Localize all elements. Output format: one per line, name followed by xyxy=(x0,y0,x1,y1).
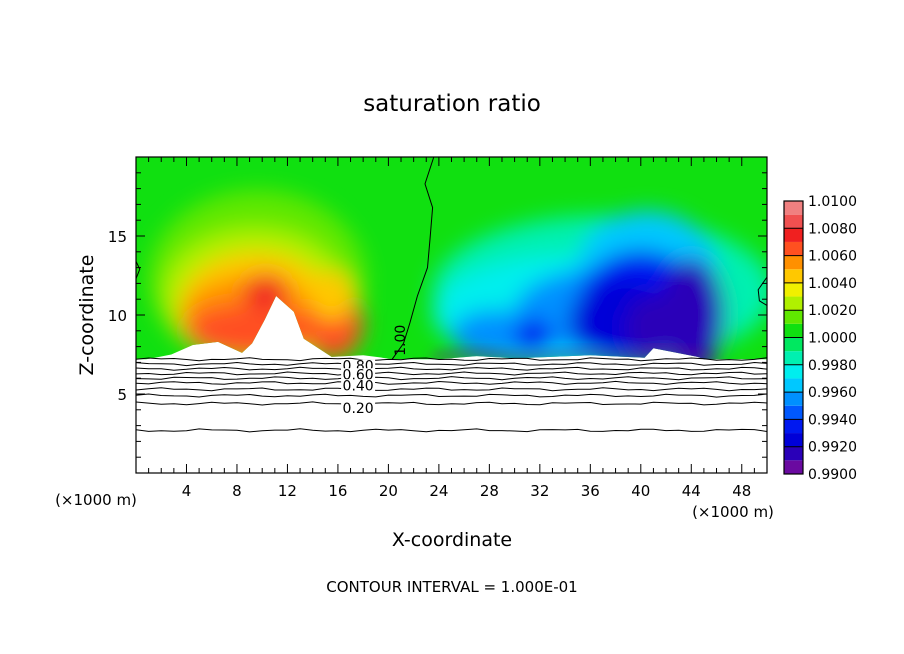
field-patch xyxy=(658,258,725,360)
contour-line xyxy=(391,157,435,360)
contour-line xyxy=(136,401,767,406)
colorbar-swatch xyxy=(784,241,803,256)
contour-line xyxy=(136,361,767,367)
contour-labels: 1.000.800.600.400.20 xyxy=(341,325,409,417)
contour-interval-note: CONTOUR INTERVAL = 1.000E-01 xyxy=(326,578,577,596)
field-patch xyxy=(514,318,553,357)
colorbar-swatch xyxy=(784,405,803,420)
colorbar-swatch xyxy=(784,460,803,474)
field-patch xyxy=(308,270,355,322)
contour-line xyxy=(136,371,767,376)
x-tick-label: 36 xyxy=(581,482,600,500)
contour-label: 0.20 xyxy=(343,401,374,417)
colorbar-tick-label: 1.0020 xyxy=(808,303,857,319)
colorbar-tick-label: 1.0100 xyxy=(808,194,857,210)
y-tick-label: 15 xyxy=(108,228,127,246)
colorbar-swatch xyxy=(784,310,803,324)
colorbar-swatch xyxy=(784,282,803,297)
colorbar-tick-label: 0.9980 xyxy=(808,358,857,374)
colorbar-tick-label: 1.0060 xyxy=(808,249,857,265)
y-axis-label: Z-coordinate xyxy=(76,255,98,376)
contour-line xyxy=(136,387,767,392)
colorbar-tick-label: 0.9920 xyxy=(808,440,857,456)
colorbar-swatch xyxy=(784,433,803,447)
colorbar-swatch xyxy=(784,201,803,215)
y-tick-label: 10 xyxy=(108,307,127,325)
colorbar-swatch xyxy=(784,323,803,338)
chart-title: saturation ratio xyxy=(363,91,541,117)
colorbar-swatch xyxy=(784,419,803,434)
colorbar-swatch xyxy=(784,214,803,229)
contour-label-mask xyxy=(341,379,376,392)
colorbar-tick-label: 0.9940 xyxy=(808,412,857,428)
contour-line xyxy=(136,357,767,362)
colorbar-swatch xyxy=(784,337,803,352)
x-tick-label: 12 xyxy=(278,482,297,500)
x-tick-label: 48 xyxy=(732,482,751,500)
y-axis-ticks: 5 10 15 xyxy=(108,172,767,458)
colorbar-swatch xyxy=(784,364,803,379)
contour-line xyxy=(136,393,767,398)
contour-line xyxy=(136,261,141,279)
colorbar-swatch xyxy=(784,255,803,270)
colorbar-swatch xyxy=(784,351,803,365)
x-tick-label: 32 xyxy=(530,482,549,500)
colorbar-swatch xyxy=(784,446,803,461)
colorbar-swatch xyxy=(784,392,803,406)
y-tick-label: 5 xyxy=(117,386,127,404)
x-tick-label: 28 xyxy=(480,482,499,500)
x-tick-label: 16 xyxy=(328,482,347,500)
x-unit-right: (×1000 m) xyxy=(692,503,774,521)
contour-label: 0.40 xyxy=(343,378,374,394)
colorbar-tick-label: 0.9960 xyxy=(808,385,857,401)
field-rim xyxy=(432,343,717,360)
colorbar-swatch xyxy=(784,269,803,283)
field-patch xyxy=(625,296,672,360)
contour-line xyxy=(136,376,767,381)
x-tick-label: 44 xyxy=(682,482,701,500)
contour-label-mask xyxy=(341,402,376,415)
contour-label: 0.60 xyxy=(343,367,374,383)
colorbar-tick-label: 1.0040 xyxy=(808,276,857,292)
x-tick-label: 4 xyxy=(182,482,192,500)
contour-line xyxy=(136,380,767,385)
x-tick-label: 24 xyxy=(429,482,448,500)
contour-label: 1.00 xyxy=(393,325,409,356)
x-tick-label: 20 xyxy=(379,482,398,500)
colorbar-swatch xyxy=(784,296,803,311)
contour-line xyxy=(136,366,767,371)
x-unit-left: (×1000 m) xyxy=(55,491,137,509)
x-tick-label: 40 xyxy=(631,482,650,500)
colorbar-swatch xyxy=(784,378,803,393)
x-axis-ticks: 4 8 12 16 20 24 28 32 36 40 44 48 xyxy=(148,157,755,500)
colorbar-tick-label: 0.9900 xyxy=(808,467,857,483)
colorbar-swatch xyxy=(784,228,803,242)
x-tick-label: 8 xyxy=(232,482,242,500)
colorbar: 0.9900 0.9920 0.9940 0.9960 0.9980 1.0000 1.00… xyxy=(783,194,857,483)
x-axis-label: X-coordinate xyxy=(392,529,512,551)
contour-line xyxy=(136,428,767,433)
plot-area xyxy=(136,157,767,473)
contour-lines xyxy=(136,157,767,433)
colorbar-tick-label: 1.0080 xyxy=(808,221,857,237)
colorbar-tick-label: 1.0000 xyxy=(808,331,857,347)
contour-label-mask xyxy=(341,368,376,381)
